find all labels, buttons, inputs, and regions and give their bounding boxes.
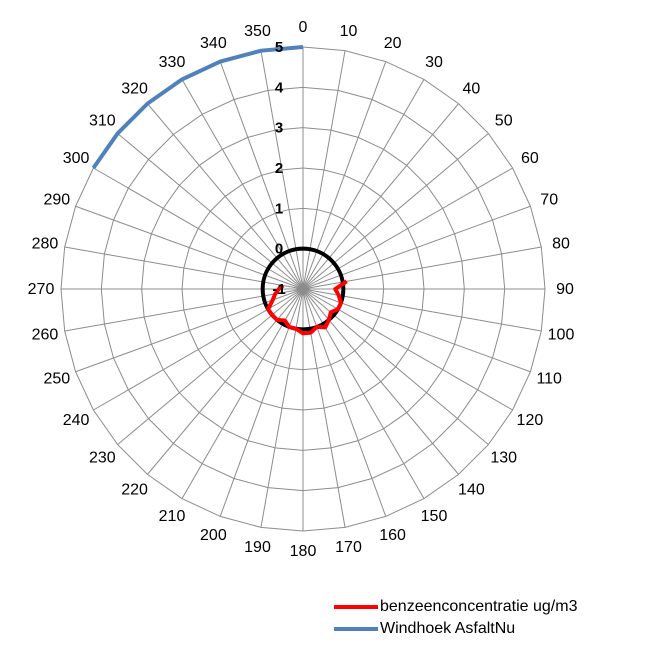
legend-item-windhoek: Windhoek AsfaltNu (334, 618, 577, 640)
angle-label-260: 260 (32, 327, 59, 344)
angle-label-130: 130 (490, 449, 517, 466)
labels: 0 102030405060708090100110120130140150160… (28, 19, 575, 560)
angle-label-160: 160 (379, 527, 406, 544)
legend-swatch-windhoek (334, 627, 378, 631)
angle-label-150: 150 (421, 508, 448, 525)
angle-label-300: 300 (63, 150, 90, 167)
angle-label-220: 220 (121, 482, 148, 499)
angle-label-340: 340 (200, 35, 227, 52)
legend-label-windhoek: Windhoek AsfaltNu (380, 620, 516, 637)
angle-label-280: 280 (32, 236, 59, 253)
radial-tick-label-5: 4 (275, 79, 284, 96)
legend: benzeenconcentratie ug/m3 Windhoek Asfal… (334, 596, 577, 640)
legend-label-benzeen: benzeenconcentratie ug/m3 (380, 598, 578, 615)
angle-label-180: 180 (290, 543, 317, 560)
angle-label-20: 20 (384, 35, 402, 52)
legend-item-benzeen: benzeenconcentratie ug/m3 (334, 596, 577, 618)
angle-label-270: 270 (28, 281, 55, 298)
angle-label-110: 110 (536, 371, 562, 388)
radial-tick-label-1: 0 (275, 241, 283, 258)
angle-label-140: 140 (458, 482, 485, 499)
angle-label-250: 250 (43, 371, 70, 388)
angle-label-0: 0 (299, 19, 308, 36)
angle-label-30: 30 (425, 54, 443, 71)
angle-label-80: 80 (552, 236, 570, 253)
angle-label-190: 190 (244, 539, 271, 556)
baseline-ring (260, 246, 346, 332)
radial-tick-label-4: 3 (275, 120, 283, 137)
radial-tick-label-3: 2 (275, 160, 283, 177)
angle-label-170: 170 (335, 539, 362, 556)
angle-label-70: 70 (540, 191, 558, 208)
angle-label-40: 40 (463, 80, 481, 97)
angle-label-350: 350 (244, 23, 271, 40)
angle-label-60: 60 (521, 150, 539, 167)
angle-label-10: 10 (340, 23, 358, 40)
angle-label-100: 100 (548, 327, 575, 344)
angle-label-90: 90 (556, 281, 574, 298)
radial-tick-label-2: 1 (275, 200, 283, 217)
radial-tick-label-6: 5 (275, 39, 283, 56)
radial-tick-label-0: -1 (272, 281, 285, 298)
angle-label-240: 240 (63, 412, 90, 429)
angle-label-310: 310 (89, 113, 116, 130)
angle-label-120: 120 (517, 412, 544, 429)
angle-label-290: 290 (43, 191, 70, 208)
angle-label-50: 50 (495, 113, 513, 130)
angle-label-330: 330 (159, 54, 186, 71)
legend-swatch-benzeen (334, 605, 378, 609)
angle-label-200: 200 (200, 527, 227, 544)
angle-label-320: 320 (121, 80, 148, 97)
angle-label-230: 230 (89, 449, 116, 466)
series-layer (91, 45, 348, 336)
angle-label-210: 210 (159, 508, 186, 525)
